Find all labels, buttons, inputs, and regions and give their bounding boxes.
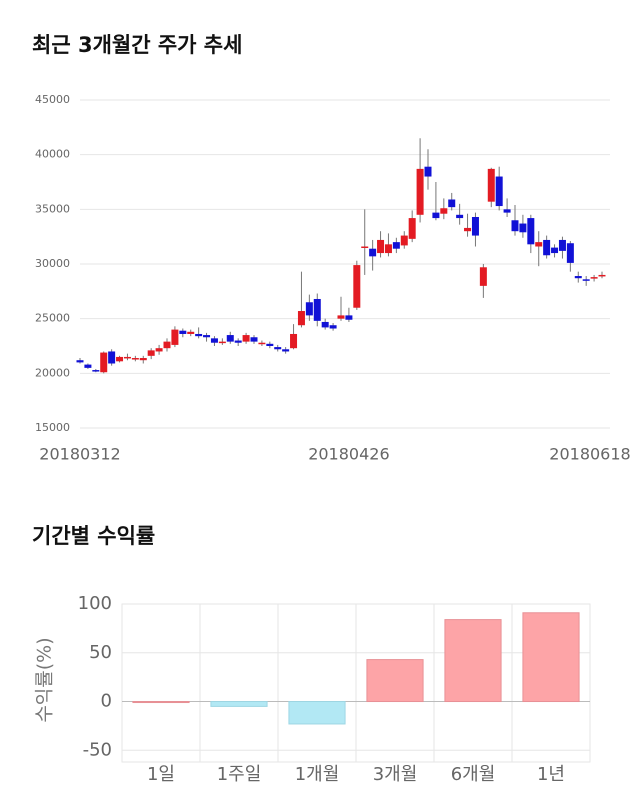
x-tick-label: 1개월 — [295, 764, 340, 785]
x-tick-label: 1일 — [147, 764, 175, 785]
candle-body — [487, 168, 495, 202]
candle-body — [195, 333, 203, 337]
y-tick-label: 25000 — [35, 312, 70, 325]
candle-body — [92, 370, 100, 372]
candle-body — [203, 335, 211, 338]
candle-body — [187, 331, 195, 334]
y-tick-label: 45000 — [35, 93, 70, 106]
y-tick-label: 0 — [101, 691, 112, 712]
candle-body — [511, 220, 519, 232]
candle-body — [131, 358, 139, 360]
bar — [288, 701, 346, 725]
candle-body — [479, 267, 487, 286]
candle-body — [369, 248, 377, 257]
candle-body — [258, 342, 266, 345]
bar — [132, 701, 190, 704]
candle-body — [282, 349, 290, 352]
candle-body — [155, 348, 163, 352]
y-tick-label: 20000 — [35, 366, 70, 379]
candle-body — [582, 279, 590, 281]
candle-body — [179, 330, 187, 334]
candle-body — [337, 315, 345, 319]
candle-body — [321, 321, 329, 328]
candle-body — [84, 364, 92, 368]
y-tick-label: 15000 — [35, 421, 70, 434]
candle-body — [448, 199, 456, 208]
candle-body — [590, 277, 598, 279]
candle-body — [566, 243, 574, 263]
chart-title: 기간별 수익률 — [32, 524, 155, 548]
candle-body — [535, 242, 543, 247]
candle-body — [361, 246, 369, 249]
candle-body — [108, 351, 116, 364]
candle-body — [392, 242, 400, 249]
candle-body — [424, 166, 432, 177]
candle-body — [329, 325, 337, 329]
chart-title: 최근 3개월간 주가 추세 — [32, 33, 242, 57]
candle-body — [519, 223, 527, 233]
candle-body — [305, 302, 313, 316]
candle-body — [139, 358, 147, 361]
candle-body — [574, 276, 582, 279]
y-tick-label: 50 — [89, 642, 112, 663]
candle-body — [242, 335, 250, 342]
x-tick-label: 1주일 — [217, 764, 262, 785]
candle-body — [558, 239, 566, 251]
candle-body — [163, 341, 171, 349]
candle-body — [598, 274, 606, 277]
candle-body — [171, 329, 179, 345]
candle-body — [226, 335, 234, 342]
candle-body — [76, 360, 84, 363]
y-tick-label: 100 — [78, 593, 112, 614]
candle-body — [471, 216, 479, 236]
candle-body — [408, 218, 416, 239]
candle-body — [440, 208, 448, 214]
y-axis-label: 수익률(%) — [34, 637, 56, 722]
candle-body — [384, 244, 392, 254]
x-tick-label: 20180312 — [39, 445, 120, 464]
bar — [522, 612, 580, 703]
y-tick-label: 35000 — [35, 202, 70, 215]
candle-body — [527, 218, 535, 245]
candle-body — [218, 341, 226, 344]
candle-body — [416, 168, 424, 215]
bar — [366, 659, 424, 703]
candle-body — [290, 333, 298, 349]
x-tick-label: 20180618 — [549, 445, 630, 464]
x-tick-label: 1년 — [537, 764, 565, 785]
candle-body — [353, 265, 361, 308]
y-tick-label: -50 — [83, 739, 112, 760]
candle-body — [274, 347, 282, 350]
candle-body — [313, 298, 321, 321]
candle-body — [495, 176, 503, 207]
candle-body — [147, 350, 155, 356]
bar — [210, 701, 268, 707]
candle-body — [250, 337, 258, 342]
candle-body — [551, 247, 559, 254]
candle-body — [116, 356, 124, 362]
candle-body — [234, 340, 242, 343]
y-tick-label: 40000 — [35, 148, 70, 161]
candle-body — [400, 235, 408, 246]
bar — [444, 619, 502, 703]
x-tick-label: 6개월 — [451, 764, 496, 785]
x-tick-label: 3개월 — [373, 764, 418, 785]
candle-body — [377, 239, 385, 254]
candle-body — [456, 214, 464, 219]
candle-body — [297, 311, 305, 326]
candle-body — [503, 209, 511, 213]
candle-body — [464, 227, 472, 232]
candle-body — [345, 315, 353, 320]
candle-body — [100, 352, 108, 373]
y-tick-label: 30000 — [35, 257, 70, 270]
candle-body — [543, 239, 551, 256]
x-tick-label: 20180426 — [308, 445, 389, 464]
candle-body — [432, 212, 440, 219]
candle-body — [210, 338, 218, 343]
candle-body — [266, 343, 274, 346]
candle-body — [123, 356, 131, 359]
